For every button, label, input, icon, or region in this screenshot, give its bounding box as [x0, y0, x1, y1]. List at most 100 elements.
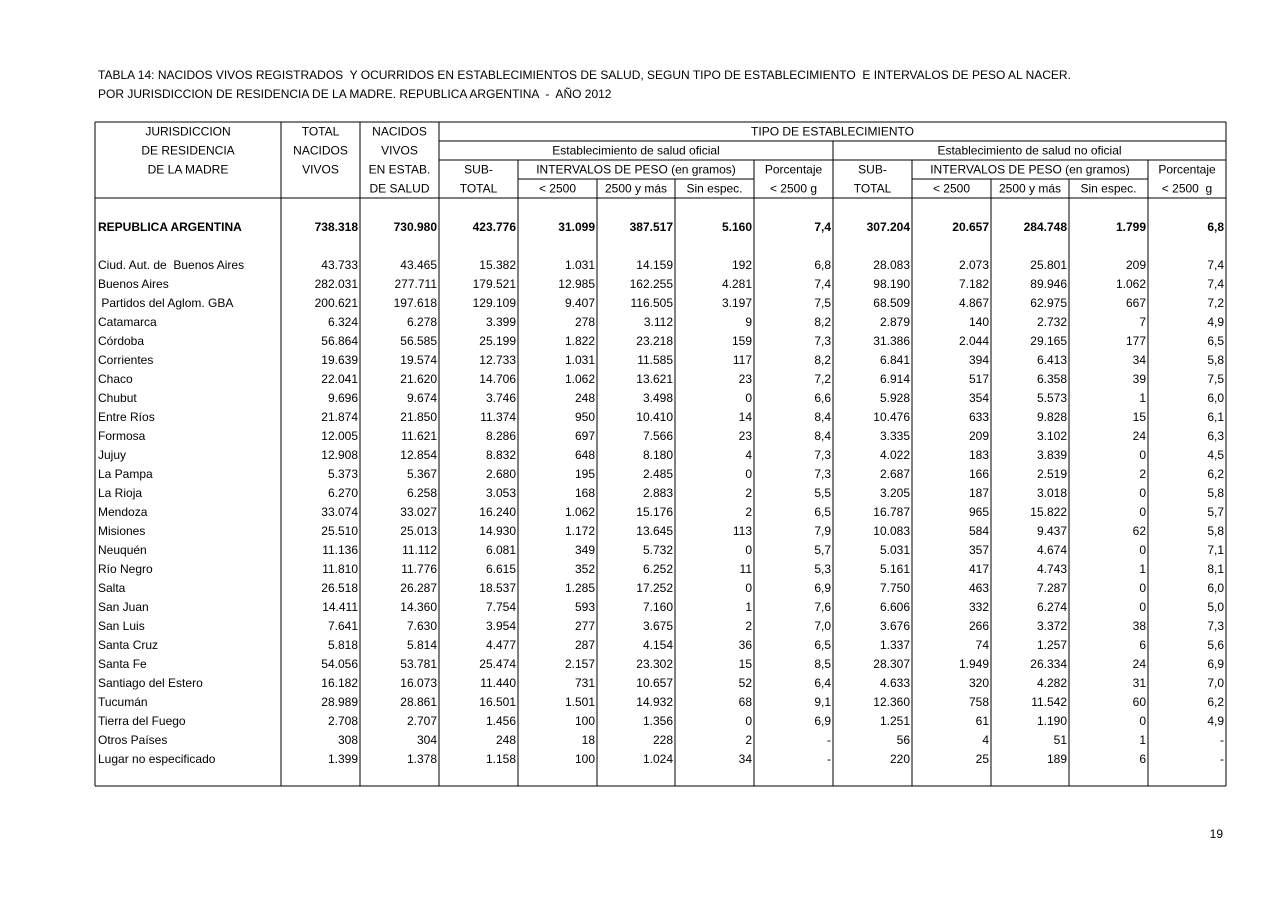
- cell-value: 29.165: [1030, 334, 1067, 348]
- cell-value: 6,0: [1207, 391, 1224, 405]
- cell-value: 15.176: [636, 505, 673, 519]
- cell-value: -: [1220, 752, 1224, 766]
- header-cell: TOTAL: [460, 182, 498, 196]
- cell-value: 24: [1133, 657, 1147, 671]
- cell-value: 1.356: [643, 714, 673, 728]
- header-cell: TOTAL: [854, 182, 892, 196]
- cell-value: 8.832: [486, 448, 516, 462]
- cell-value: 16.787: [873, 505, 910, 519]
- cell-value: 20.657: [952, 220, 989, 234]
- cell-value: 2.157: [565, 657, 595, 671]
- cell-value: 23.302: [636, 657, 673, 671]
- cell-value: 5.160: [722, 220, 752, 234]
- cell-value: 2.879: [880, 315, 910, 329]
- cell-value: 140: [969, 315, 989, 329]
- header-cell: Porcentaje: [765, 163, 823, 177]
- row-label: Santa Fe: [98, 657, 147, 671]
- cell-value: 209: [969, 429, 989, 443]
- cell-value: 17.252: [636, 581, 673, 595]
- cell-value: 28.989: [321, 695, 358, 709]
- cell-value: 25.013: [400, 524, 437, 538]
- cell-value: 7,1: [1207, 543, 1224, 557]
- header-cell: Sin espec.: [686, 182, 742, 196]
- cell-value: 31.386: [873, 334, 910, 348]
- cell-value: 16.073: [400, 676, 437, 690]
- header-cell: INTERVALOS DE PESO (en gramos): [930, 163, 1130, 177]
- cell-value: 284.748: [1024, 220, 1068, 234]
- cell-value: 1.062: [1116, 277, 1146, 291]
- cell-value: 19.574: [400, 353, 437, 367]
- cell-value: 308: [338, 733, 358, 747]
- row-label: La Pampa: [98, 467, 153, 481]
- cell-value: 6,8: [1207, 220, 1224, 234]
- cell-value: 1.799: [1116, 220, 1146, 234]
- cell-value: 11.542: [1031, 695, 1067, 709]
- cell-value: 22.041: [321, 372, 358, 386]
- cell-value: -: [827, 752, 831, 766]
- cell-value: 220: [890, 752, 910, 766]
- cell-value: 15.822: [1030, 505, 1067, 519]
- header-cell: SUB-: [858, 163, 887, 177]
- cell-value: 0: [1139, 543, 1146, 557]
- cell-value: 36: [739, 638, 753, 652]
- cell-value: 166: [969, 467, 989, 481]
- cell-value: 24: [1133, 429, 1147, 443]
- cell-value: 697: [575, 429, 595, 443]
- cell-value: 593: [575, 600, 595, 614]
- cell-value: 5.161: [880, 562, 910, 576]
- cell-value: 6.270: [328, 486, 358, 500]
- header-cell: TOTAL: [302, 125, 340, 139]
- header-cell: < 2500 g: [1162, 182, 1212, 196]
- cell-value: 9.674: [407, 391, 437, 405]
- cell-value: 4.281: [722, 277, 752, 291]
- cell-value: 304: [417, 733, 437, 747]
- cell-value: 23: [739, 372, 753, 386]
- cell-value: 53.781: [400, 657, 437, 671]
- cell-value: 26.518: [321, 581, 358, 595]
- cell-value: 8,4: [814, 429, 831, 443]
- cell-value: 11.585: [637, 353, 673, 367]
- cell-value: 2.707: [407, 714, 437, 728]
- cell-value: 195: [575, 467, 595, 481]
- cell-value: 667: [1126, 296, 1146, 310]
- row-label: Córdoba: [98, 334, 144, 348]
- title-line: TABLA 14: NACIDOS VIVOS REGISTRADOS Y OC…: [98, 68, 1071, 82]
- cell-value: 12.360: [873, 695, 910, 709]
- page-number: 19: [1210, 827, 1224, 841]
- cell-value: 5,7: [814, 543, 831, 557]
- cell-value: 14.706: [479, 372, 516, 386]
- cell-value: 12.733: [479, 353, 516, 367]
- cell-value: 162.255: [630, 277, 674, 291]
- cell-value: 7.287: [1037, 581, 1067, 595]
- row-label: Salta: [98, 581, 126, 595]
- cell-value: 18.537: [479, 581, 516, 595]
- row-label: Neuquén: [98, 543, 147, 557]
- cell-value: 19.639: [321, 353, 358, 367]
- row-label: Corrientes: [98, 353, 153, 367]
- cell-value: 9: [745, 315, 752, 329]
- cell-value: 12.908: [321, 448, 358, 462]
- cell-value: 12.985: [558, 277, 595, 291]
- header-cell: VIVOS: [381, 144, 418, 158]
- cell-value: 4.674: [1037, 543, 1067, 557]
- cell-value: 179.521: [473, 277, 517, 291]
- cell-value: 8,2: [814, 315, 831, 329]
- header-cell: EN ESTAB.: [369, 163, 431, 177]
- cell-value: 5,0: [1207, 600, 1224, 614]
- cell-value: 6.324: [328, 315, 358, 329]
- cell-value: 1.158: [486, 752, 516, 766]
- cell-value: 4.477: [486, 638, 516, 652]
- cell-value: 517: [969, 372, 989, 386]
- cell-value: 2.680: [486, 467, 516, 481]
- cell-value: 15.382: [479, 258, 516, 272]
- cell-value: 68.509: [873, 296, 910, 310]
- cell-value: 177: [1126, 334, 1146, 348]
- cell-value: 5.373: [328, 467, 358, 481]
- cell-value: 4,9: [1207, 315, 1224, 329]
- cell-value: 3.335: [880, 429, 910, 443]
- cell-value: 6: [1139, 638, 1146, 652]
- cell-value: 9,1: [814, 695, 831, 709]
- cell-value: 11.810: [322, 562, 358, 576]
- cell-value: 34: [1133, 353, 1147, 367]
- cell-value: 23.218: [636, 334, 673, 348]
